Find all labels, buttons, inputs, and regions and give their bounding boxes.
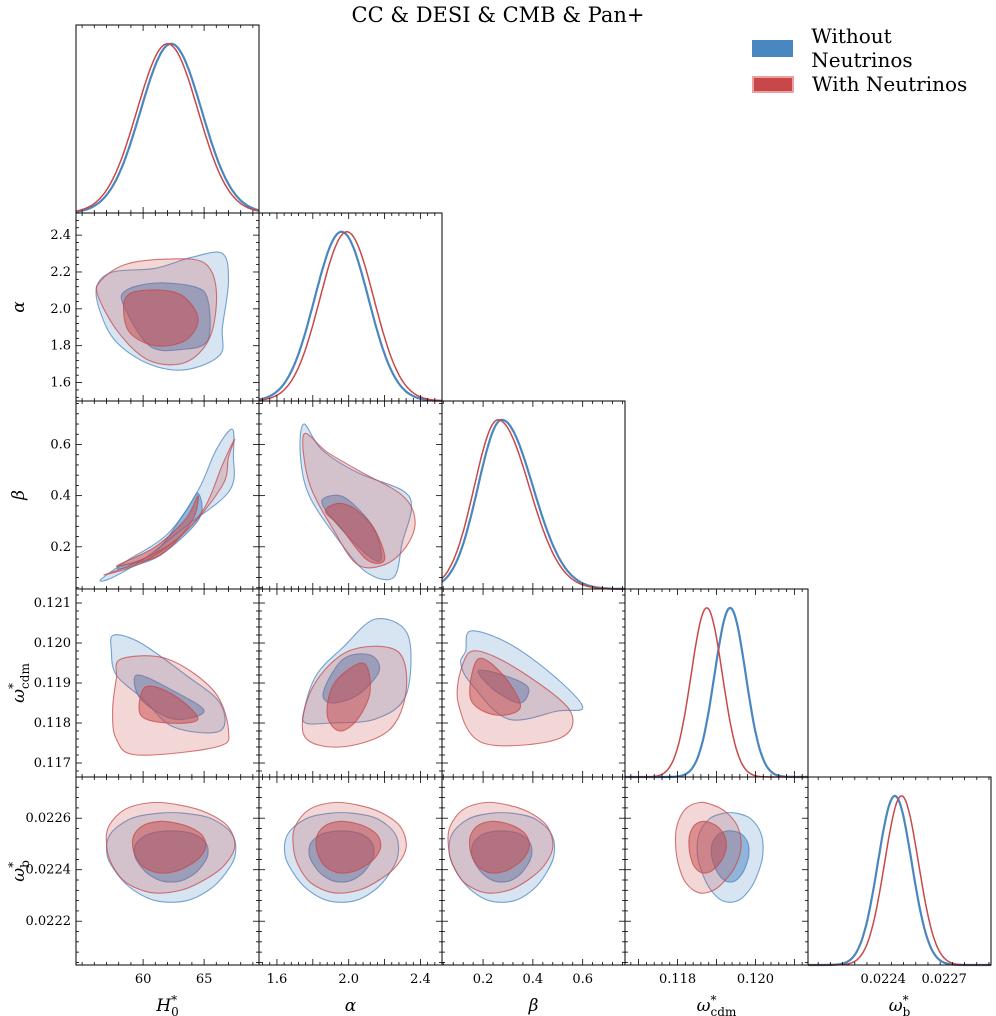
y-tick-label-omega_cdm: 0.120	[34, 636, 71, 651]
legend-item-with-neutrinos: With Neutrinos	[752, 66, 996, 102]
y-tick-label-beta: 0.2	[50, 540, 71, 555]
x-tick-label-H0: 65	[196, 972, 213, 987]
y-tick-label-omega_b: 0.0226	[26, 811, 72, 826]
contour-with-4-3-1sigma	[688, 820, 727, 874]
x-tick-label-alpha: 2.4	[410, 972, 431, 987]
contour-with-4-2-1sigma	[468, 820, 530, 874]
marginal-with-beta	[441, 419, 626, 590]
legend-swatch-red	[752, 75, 794, 93]
legend-item-without-neutrinos: Without Neutrinos	[752, 24, 996, 72]
y-tick-label-omega_cdm: 0.118	[34, 716, 71, 731]
y-tick-label-alpha: 1.6	[50, 376, 71, 391]
y-tick-label-omega_cdm: 0.121	[34, 596, 71, 611]
panel-frame-2-2	[441, 400, 626, 590]
panel-frame-3-3	[624, 588, 809, 778]
x-tick-label-alpha: 1.6	[267, 972, 288, 987]
legend: Without Neutrinos With Neutrinos	[752, 24, 996, 102]
x-axis-label-beta: β	[528, 996, 539, 1016]
y-axis-label-alpha: α	[9, 301, 29, 313]
contour-with-3-0-1sigma	[138, 685, 199, 724]
panel-frame-0-0	[75, 24, 260, 214]
marginal-with-H0	[75, 43, 260, 212]
panel-frame-4-4	[807, 776, 992, 966]
y-tick-label-alpha: 2.0	[50, 302, 71, 317]
y-tick-label-alpha: 2.4	[50, 228, 71, 243]
x-axis-label-omega_b: ω* b	[889, 993, 911, 1016]
x-tick-label-H0: 60	[135, 972, 152, 987]
contour-without-2-0-2sigma	[99, 428, 235, 582]
y-tick-label-beta: 0.6	[50, 437, 71, 452]
contour-with-4-0-1sigma	[131, 820, 207, 874]
y-tick-label-omega_cdm: 0.117	[34, 756, 71, 771]
y-tick-label-alpha: 2.2	[50, 265, 71, 280]
y-axis-label-beta: β	[9, 490, 29, 501]
x-tick-label-beta: 0.4	[523, 972, 544, 987]
marginal-without-omega_b	[808, 794, 991, 967]
y-tick-label-omega_b: 0.0224	[26, 863, 72, 878]
x-tick-label-beta: 0.6	[572, 972, 593, 987]
x-tick-label-omega_b: 0.0227	[921, 972, 967, 987]
contour-with-2-1-2sigma	[302, 432, 416, 569]
x-axis-label-H0: H* 0	[155, 993, 178, 1016]
legend-swatch-blue	[752, 39, 794, 57]
y-tick-label-beta: 0.4	[50, 489, 71, 504]
marginal-without-omega_cdm	[625, 606, 808, 779]
marginal-without-alpha	[258, 230, 442, 402]
x-axis-label-alpha: α	[345, 996, 357, 1016]
contour-without-2-1-2sigma	[299, 423, 413, 581]
contour-with-4-1-1sigma	[315, 820, 382, 874]
legend-label: Without Neutrinos	[811, 24, 913, 72]
contour-with-3-1-1sigma	[326, 662, 371, 732]
y-axis-label-omega_cdm: ω*cdm	[6, 663, 32, 703]
y-tick-label-omega_cdm: 0.119	[34, 676, 71, 691]
chart-title: CC & DESI & CMB & Pan+	[351, 3, 645, 27]
x-tick-label-omega_cdm: 0.118	[659, 972, 696, 987]
marginal-with-alpha	[258, 231, 443, 402]
y-tick-label-omega_b: 0.0222	[26, 914, 72, 929]
marginal-with-omega_cdm	[625, 607, 808, 778]
y-tick-label-alpha: 1.8	[50, 339, 71, 354]
legend-label: With Neutrinos	[812, 72, 968, 96]
y-axis-label-omega_b: ω*b	[6, 860, 32, 882]
x-tick-label-beta: 0.2	[473, 972, 494, 987]
contour-with-2-1-1sigma	[324, 502, 386, 564]
marginal-with-omega_b	[808, 795, 991, 966]
x-axis-label-omega_cdm: ω* cdm	[697, 993, 737, 1016]
contour-with-2-0-1sigma	[115, 495, 199, 568]
contour-with-3-2-1sigma	[469, 657, 521, 716]
marginal-without-H0	[75, 42, 260, 213]
x-tick-label-omega_b: 0.0224	[860, 972, 906, 987]
x-tick-label-omega_cdm: 0.120	[737, 972, 774, 987]
x-tick-label-alpha: 2.0	[338, 972, 359, 987]
contour-with-1-0-1sigma	[123, 289, 199, 347]
